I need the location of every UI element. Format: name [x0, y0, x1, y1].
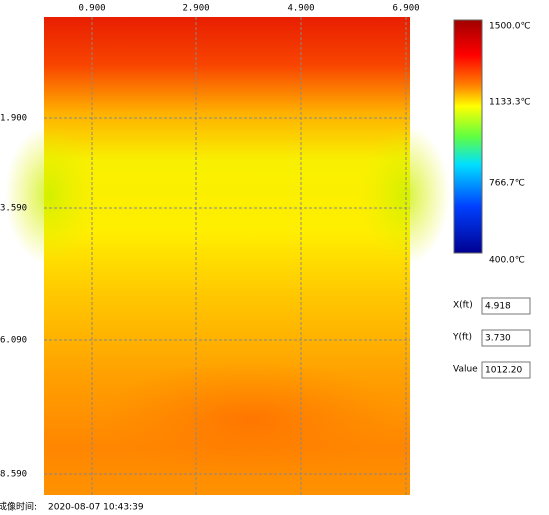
colorbar-label: 766.7℃ [489, 179, 525, 189]
field-box[interactable] [481, 361, 531, 379]
colorbar-label: 1500.0℃ [489, 22, 531, 32]
heatmap: 0.900 2.900 4.900 6.900 1.900 3.590 6.09… [0, 4, 450, 495]
colorbar-label: 1133.3℃ [489, 98, 531, 108]
field-label: X(ft) [453, 301, 473, 311]
x-tick-label: 4.900 [287, 4, 314, 14]
heat-zone [100, 360, 400, 480]
field-value: 4.918 [485, 302, 511, 312]
readout: X(ft) 4.918 Y(ft) 3.730 Value 1012.20 [452, 297, 531, 379]
x-tick-label: 6.900 [392, 4, 419, 14]
footer-time: 2020-08-07 10:43:39 [48, 503, 144, 513]
colorbar-label: 400.0℃ [489, 256, 525, 266]
grid [44, 17, 410, 495]
heat-zone [360, 125, 450, 265]
field-label: Value [453, 365, 478, 375]
y-tick-label: 6.090 [0, 336, 27, 346]
y-tick-label: 3.590 [0, 204, 27, 214]
field-value: 3.730 [485, 334, 511, 344]
footer-label: 成像时间: [0, 501, 37, 513]
field-box[interactable] [481, 297, 531, 315]
colorbar: 1500.0℃ 1133.3℃ 766.7℃ 400.0℃ [453, 19, 531, 266]
heat-zone [5, 125, 95, 265]
y-tick-label: 1.900 [0, 114, 27, 124]
field-label: Y(ft) [452, 333, 472, 343]
colorbar-scale [453, 19, 483, 254]
x-tick-label: 0.900 [78, 4, 105, 14]
y-tick-label: 8.590 [0, 470, 27, 480]
x-tick-label: 2.900 [182, 4, 209, 14]
field-value: 1012.20 [485, 366, 522, 376]
field-box[interactable] [481, 329, 531, 347]
